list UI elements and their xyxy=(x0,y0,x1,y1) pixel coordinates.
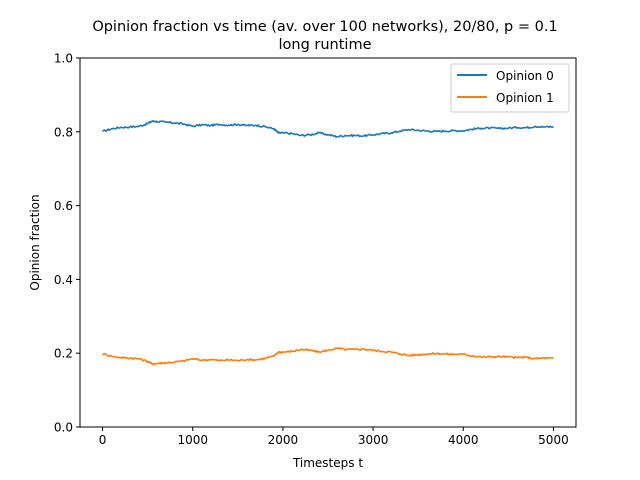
x-tick-label: 1000 xyxy=(177,433,208,447)
legend: Opinion 0 Opinion 1 xyxy=(450,63,570,113)
y-tick-label: 1.0 xyxy=(54,52,73,66)
y-tick-label: 0.6 xyxy=(54,199,73,213)
y-tick-label: 0.4 xyxy=(54,273,73,287)
y-axis-label: Opinion fraction xyxy=(28,194,42,290)
plot-frame xyxy=(79,57,577,428)
y-tick-label: 0.2 xyxy=(54,347,73,361)
series-layer xyxy=(101,119,554,366)
chart-title: Opinion fraction vs time (av. over 100 n… xyxy=(92,19,557,35)
y-axis-ticks: 0.0 0.2 0.4 0.6 0.8 1.0 xyxy=(54,52,80,435)
y-tick-label: 0.8 xyxy=(54,125,73,139)
x-tick-label: 3000 xyxy=(358,433,389,447)
x-tick-label: 0 xyxy=(99,433,107,447)
x-tick-label: 4000 xyxy=(448,433,479,447)
legend-label-opinion-1: Opinion 1 xyxy=(496,91,554,105)
x-tick-label: 2000 xyxy=(268,433,299,447)
series-line-opinion-1 xyxy=(101,347,554,366)
y-tick-label: 0.0 xyxy=(54,421,73,435)
x-axis-ticks: 0 1000 2000 3000 4000 5000 xyxy=(99,427,569,447)
chart-subtitle: long runtime xyxy=(278,37,371,53)
x-axis-label: Timesteps t xyxy=(292,456,363,470)
legend-label-opinion-0: Opinion 0 xyxy=(496,69,554,83)
x-tick-label: 5000 xyxy=(538,433,569,447)
series-line-opinion-0 xyxy=(101,119,554,138)
